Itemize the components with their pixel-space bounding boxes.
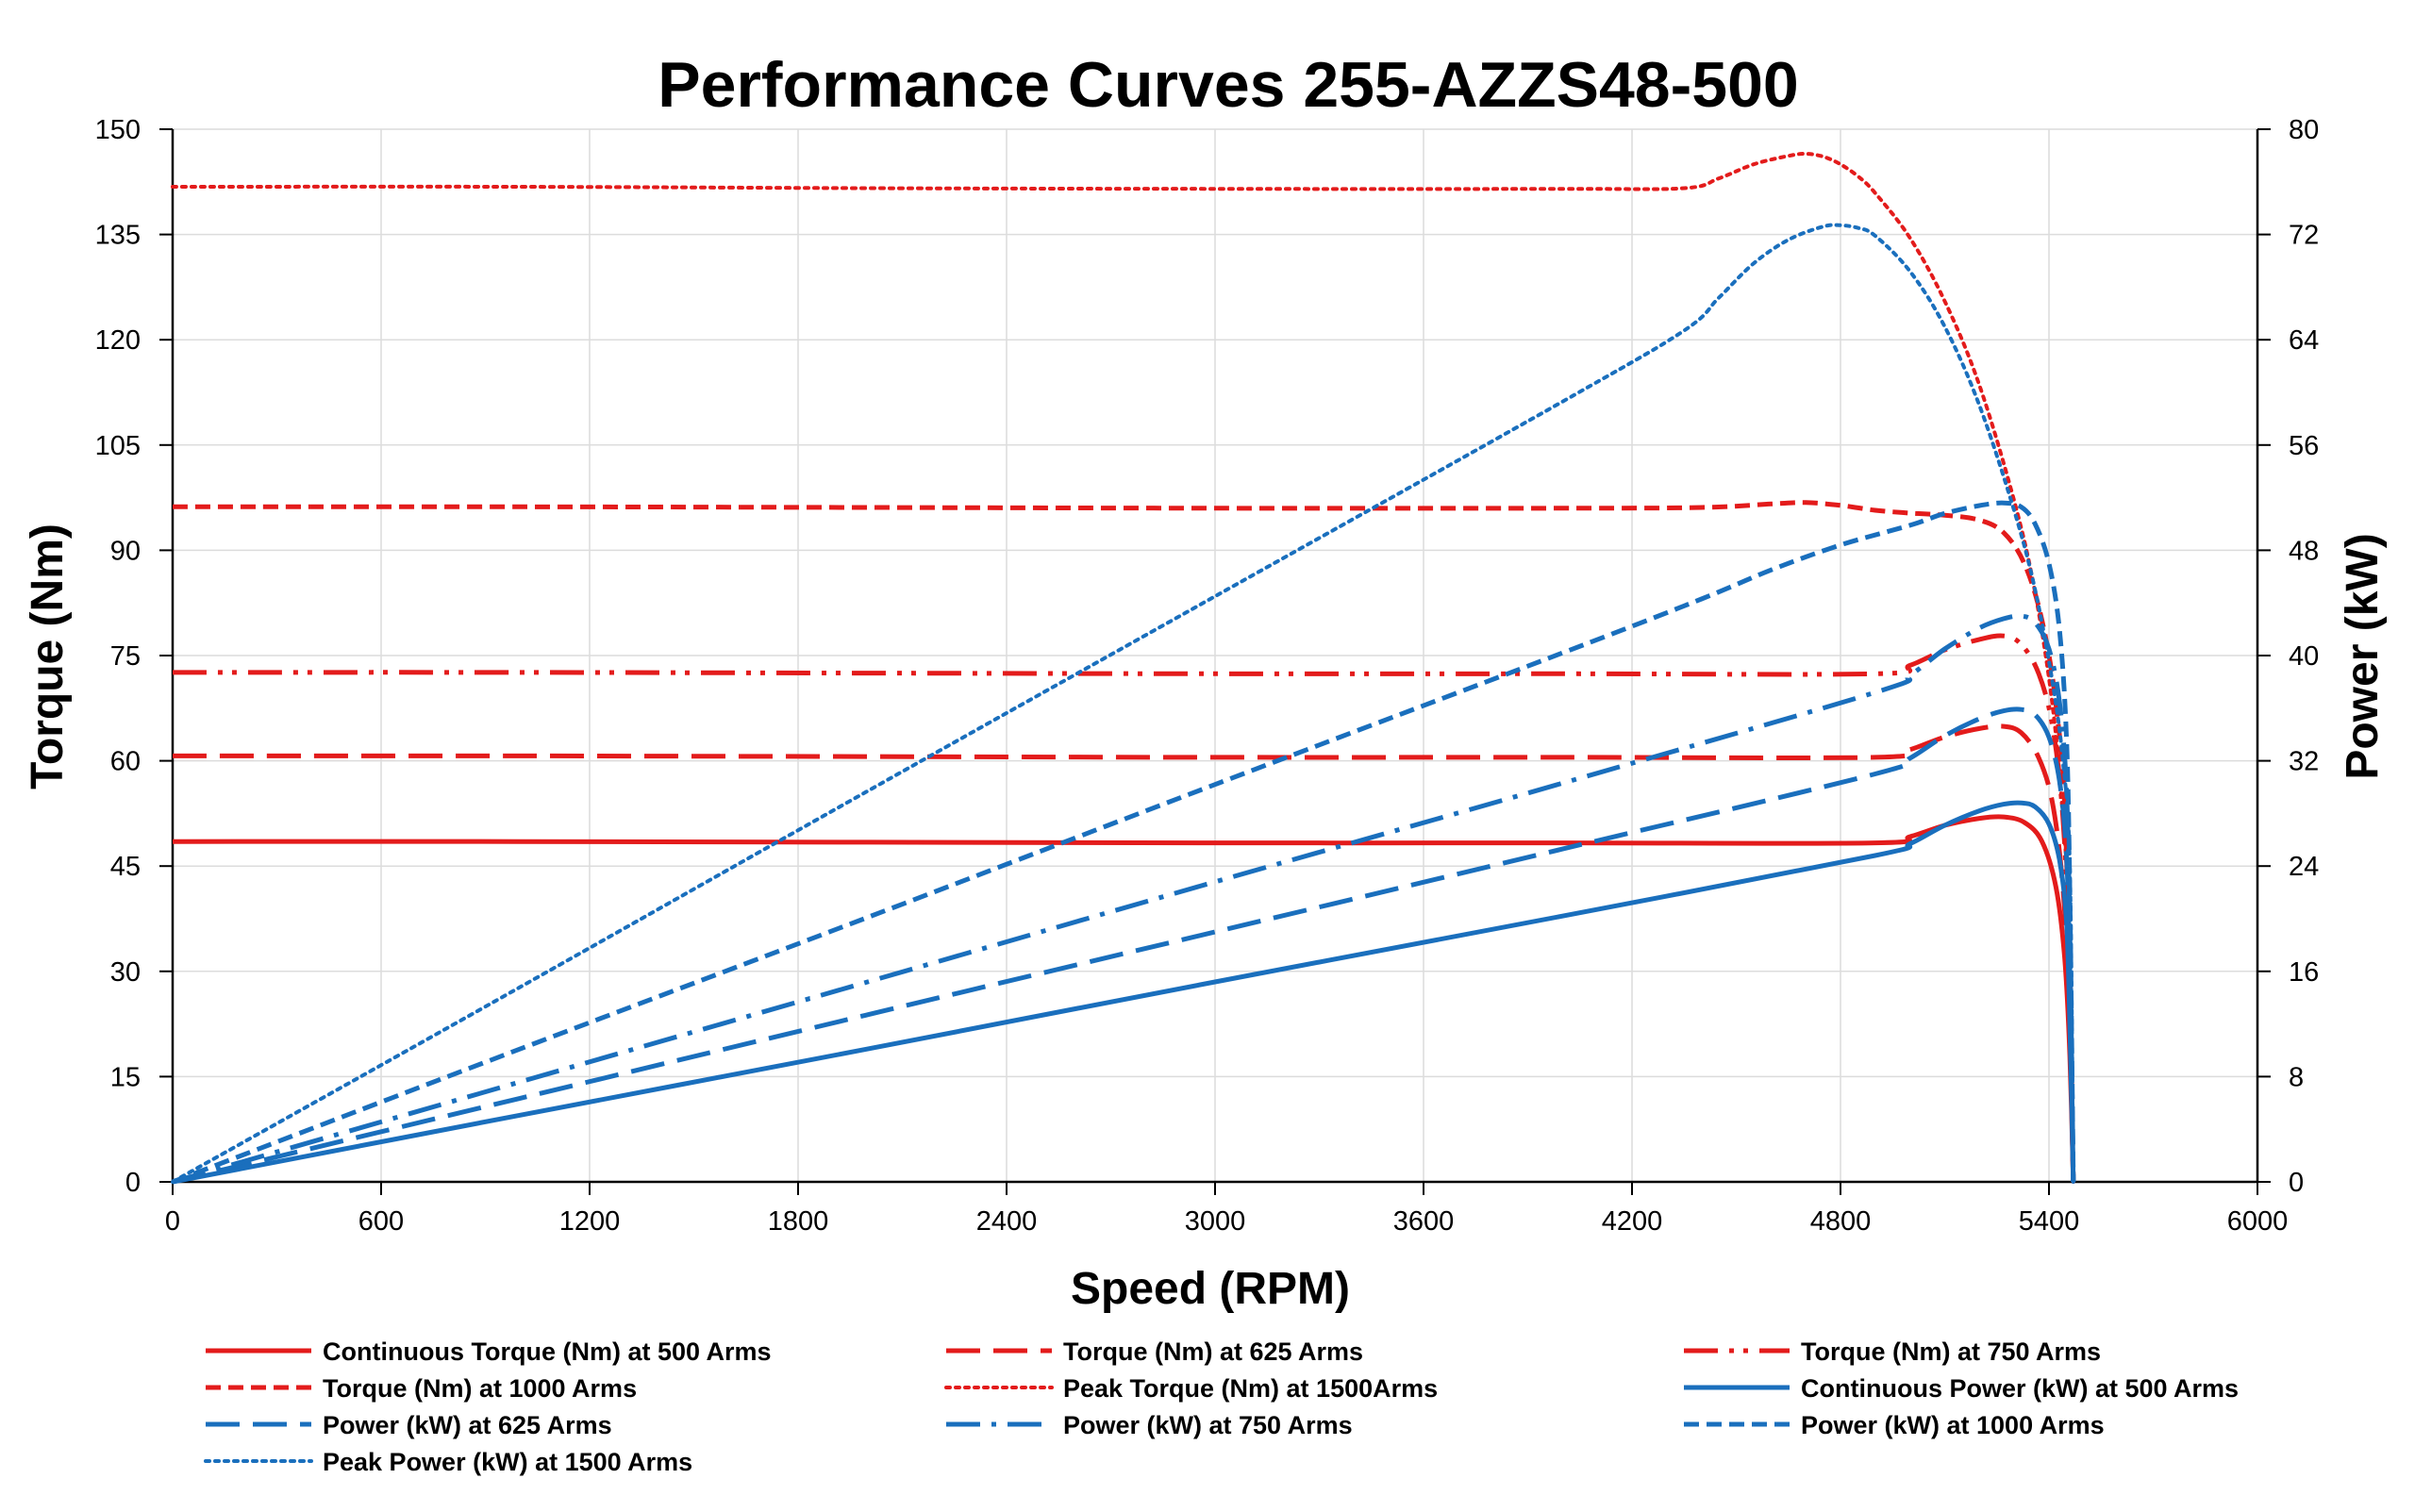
y-tick-label: 135 — [95, 221, 141, 251]
legend-label: Power (kW) at 750 Arms — [1063, 1411, 1353, 1439]
series-line-7 — [172, 613, 2076, 1185]
y2-tick-label: 48 — [2289, 536, 2319, 566]
series-line-6 — [172, 706, 2076, 1185]
legend-item: Torque (Nm) at 625 Arms — [946, 1338, 1363, 1366]
y-tick-label: 30 — [110, 957, 141, 988]
y-tick-label: 15 — [110, 1062, 141, 1092]
legend: Continuous Torque (Nm) at 500 Arms Torque… — [204, 1338, 2239, 1476]
y-axis-title: Torque (Nm) — [23, 523, 73, 789]
legend-label: Continuous Torque (Nm) at 500 Arms — [323, 1338, 772, 1366]
legend-label: Power (kW) at 1000 Arms — [1801, 1411, 2105, 1439]
x-axis-title: Speed (RPM) — [1071, 1264, 1350, 1314]
legend-item: Continuous Torque (Nm) at 500 Arms — [206, 1338, 772, 1366]
x-tick-label: 2400 — [976, 1206, 1038, 1237]
x-tick-label: 5400 — [2019, 1206, 2080, 1237]
series-line-5 — [172, 800, 2076, 1185]
legend-item: Peak Torque (Nm) at 1500Arms — [944, 1374, 1438, 1403]
legend-item: Power (kW) at 1000 Arms — [1684, 1411, 2105, 1439]
legend-label: Continuous Power (kW) at 500 Arms — [1801, 1374, 2239, 1403]
legend-item: Torque (Nm) at 750 Arms — [1684, 1338, 2101, 1366]
y-tick-label: 75 — [110, 641, 141, 672]
y-tick-label: 0 — [125, 1168, 141, 1198]
y2-tick-label: 24 — [2289, 852, 2319, 882]
legend-item: Power (kW) at 625 Arms — [206, 1411, 612, 1439]
legend-label: Torque (Nm) at 1000 Arms — [323, 1374, 637, 1403]
legend-item: Peak Power (kW) at 1500 Arms — [204, 1448, 692, 1476]
y2-axis-title: Power (kW) — [2338, 533, 2388, 779]
y2-tick-label: 32 — [2289, 747, 2319, 777]
y-tick-label: 60 — [110, 747, 141, 777]
legend-label: Torque (Nm) at 625 Arms — [1063, 1338, 1363, 1366]
y-tick-label: 90 — [110, 536, 141, 566]
x-tick-label: 1800 — [768, 1206, 829, 1237]
y-tick-label: 45 — [110, 852, 141, 882]
y-tick-label: 105 — [95, 431, 141, 461]
y2-tick-label: 8 — [2289, 1062, 2304, 1092]
y2-tick-label: 72 — [2289, 221, 2319, 251]
series-line-8 — [172, 500, 2076, 1185]
legend-label: Peak Torque (Nm) at 1500Arms — [1063, 1374, 1438, 1403]
axes — [159, 128, 2271, 1195]
series-line-0 — [172, 814, 2076, 1183]
series-line-4 — [171, 151, 2075, 1184]
series-line-2 — [172, 633, 2076, 1183]
legend-label: Power (kW) at 625 Arms — [323, 1411, 612, 1439]
y2-tick-label: 40 — [2289, 641, 2319, 672]
x-tick-label: 4200 — [1602, 1206, 1663, 1237]
y-tick-label: 150 — [95, 115, 141, 145]
series-line-1 — [172, 723, 2076, 1183]
y2-tick-label: 64 — [2289, 325, 2319, 356]
tick-labels: 0 600 1200 1800 2400 3000 3600 4200 4800 5400 6000… — [95, 115, 2320, 1237]
y2-tick-label: 16 — [2289, 957, 2319, 988]
y2-tick-label: 56 — [2289, 431, 2319, 461]
y2-tick-label: 80 — [2289, 115, 2319, 145]
legend-label: Peak Power (kW) at 1500 Arms — [323, 1448, 692, 1476]
x-tick-label: 3600 — [1393, 1206, 1455, 1237]
legend-item: Continuous Power (kW) at 500 Arms — [1684, 1374, 2239, 1403]
legend-label: Torque (Nm) at 750 Arms — [1801, 1338, 2101, 1366]
series-line-9 — [171, 223, 2075, 1184]
x-tick-label: 0 — [165, 1206, 180, 1237]
legend-item: Torque (Nm) at 1000 Arms — [206, 1374, 637, 1403]
series-lines — [171, 151, 2076, 1185]
x-tick-label: 1200 — [559, 1206, 621, 1237]
legend-item: Power (kW) at 750 Arms — [946, 1411, 1353, 1439]
y-tick-label: 120 — [95, 325, 141, 356]
y2-tick-label: 0 — [2289, 1168, 2304, 1198]
x-tick-label: 3000 — [1185, 1206, 1246, 1237]
x-tick-label: 600 — [358, 1206, 404, 1237]
x-tick-label: 6000 — [2227, 1206, 2289, 1237]
x-tick-label: 4800 — [1810, 1206, 1872, 1237]
chart-title: Performance Curves 255-AZZS48-500 — [658, 49, 1798, 121]
